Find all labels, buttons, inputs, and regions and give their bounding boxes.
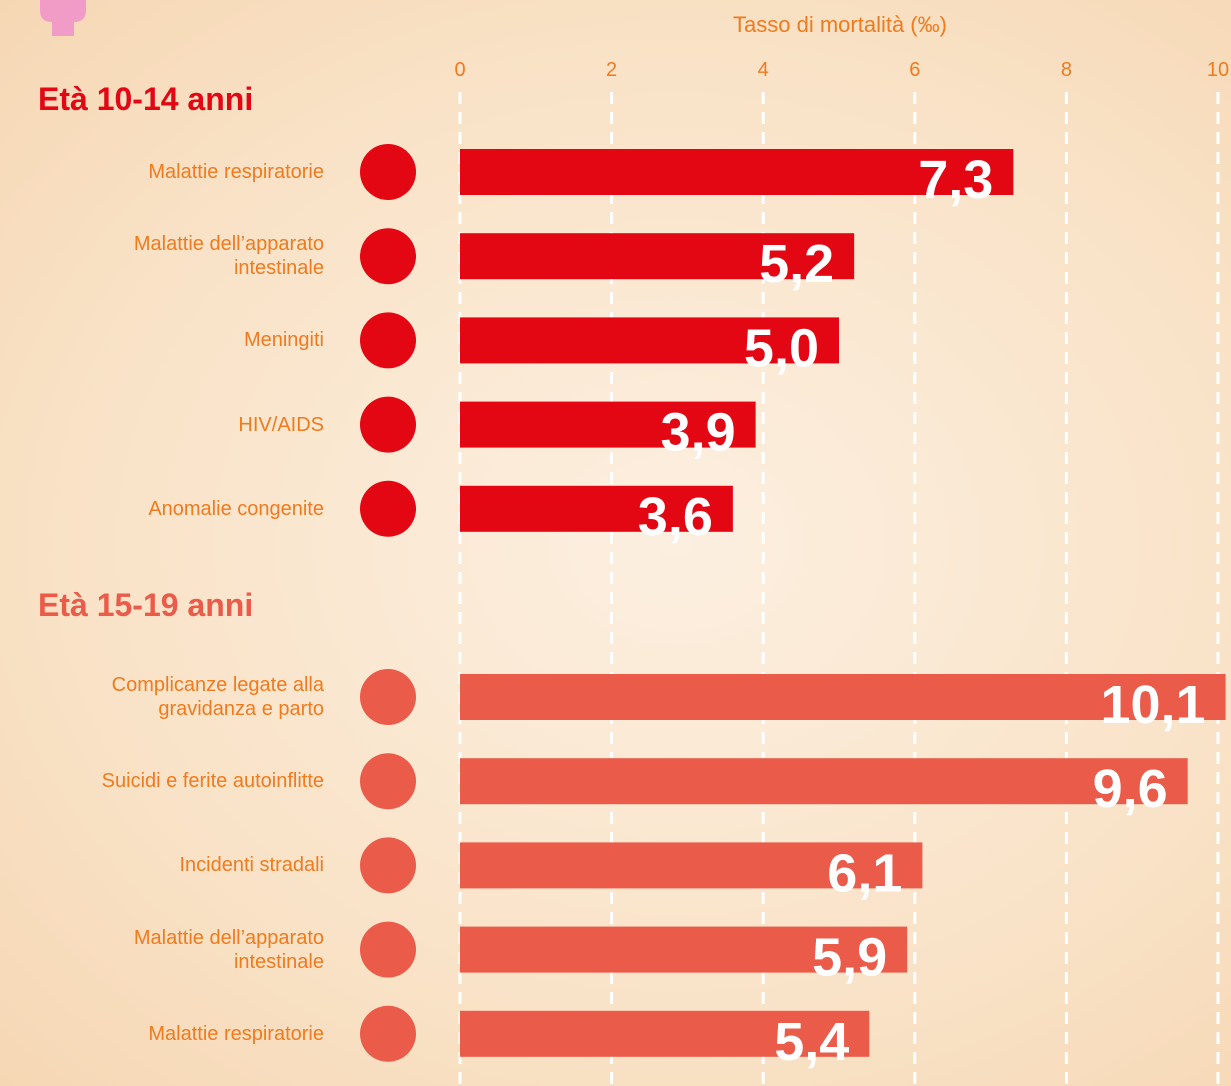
x-tick-label: 2 [606, 59, 617, 81]
category-label: Malattie dell’apparato intestinale [133, 233, 324, 280]
category-label: Complicanze legate alla gravidanza e par… [111, 674, 324, 720]
icon [360, 1005, 416, 1062]
x-tick-label: 0 [454, 59, 465, 81]
icon [360, 228, 416, 285]
bar [460, 842, 923, 889]
x-tick-label: 10 [1207, 59, 1229, 81]
x-tick-label: 4 [758, 59, 769, 81]
axis-label: Tasso di mortalità (‰) [733, 12, 947, 37]
category-label: Incidenti stradali [179, 854, 324, 877]
decoration [40, 0, 86, 36]
category-label: Malattie dell’apparato intestinale [133, 926, 324, 973]
category-label: Malattie respiratorie [148, 161, 324, 183]
bar [460, 485, 733, 532]
category-label: Meningiti [243, 329, 324, 352]
bar [460, 149, 1014, 195]
icon [360, 144, 416, 200]
value-label: 3,6 [638, 487, 713, 547]
value-label: 5,9 [812, 928, 887, 988]
category-label: HIV/AIDS [238, 413, 324, 436]
value-label: 5,4 [774, 1012, 849, 1072]
value-label: 5,0 [744, 318, 819, 378]
x-tick-label: 8 [1061, 59, 1072, 81]
icon [360, 753, 416, 810]
icon [360, 837, 416, 894]
value-label: 7,3 [918, 150, 993, 210]
bar [460, 758, 1188, 805]
icon [360, 921, 416, 978]
bar [460, 1010, 870, 1057]
category-label: Suicidi e ferite autoinflitte [101, 770, 324, 793]
icon [360, 480, 416, 537]
icon [360, 396, 416, 453]
icon [360, 312, 416, 369]
category-label: Anomalie congenite [148, 497, 324, 520]
icon [360, 669, 416, 725]
category-label: Malattie respiratorie [148, 1022, 324, 1045]
x-tick-label: 6 [909, 59, 920, 81]
bar [460, 674, 1226, 720]
value-label: 3,9 [661, 403, 736, 463]
group-title: Età 15-19 anni [38, 587, 253, 623]
value-label: 9,6 [1093, 759, 1168, 819]
bar [460, 926, 908, 973]
value-label: 10,1 [1100, 675, 1205, 735]
bar [460, 317, 839, 364]
bar [460, 233, 855, 280]
group-title: Età 10-14 anni [38, 81, 253, 117]
bar [460, 401, 756, 448]
value-label: 6,1 [827, 843, 902, 903]
value-label: 5,2 [759, 234, 834, 294]
